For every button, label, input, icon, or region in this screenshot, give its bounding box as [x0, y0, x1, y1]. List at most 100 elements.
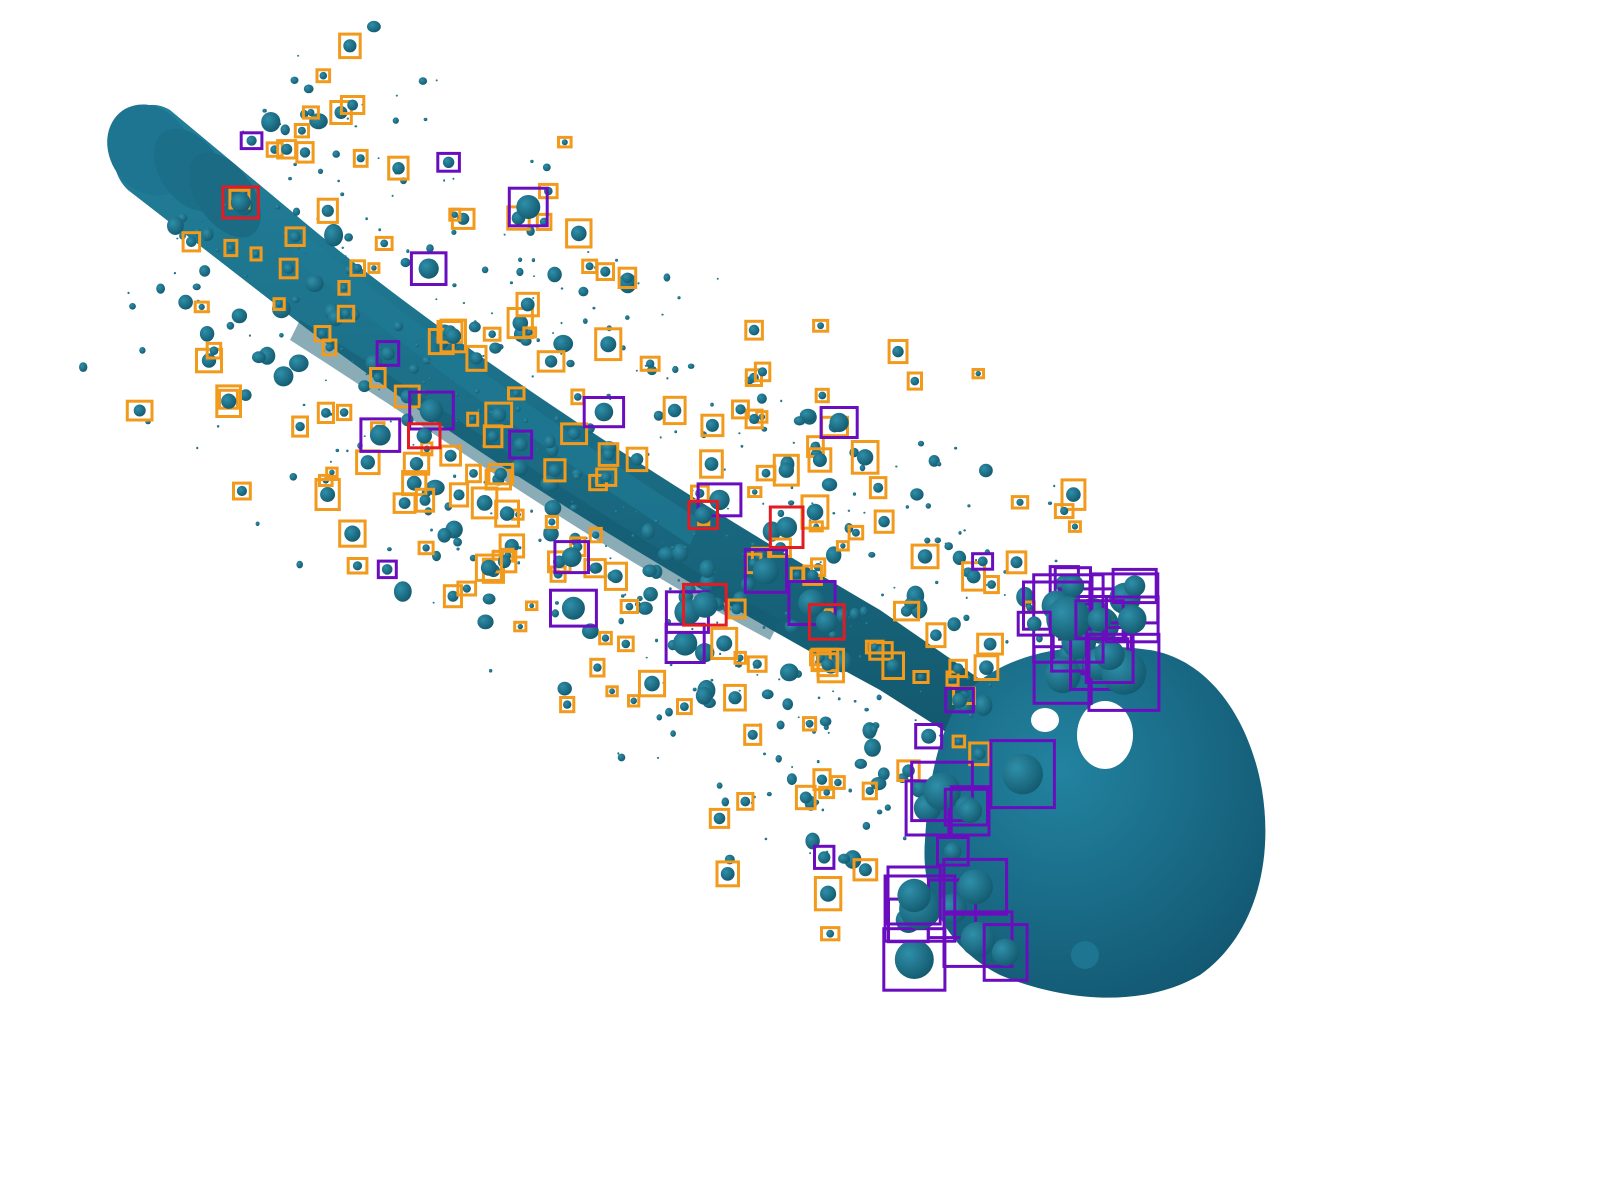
boxed-droplet [517, 623, 523, 630]
boxed-droplet [806, 503, 824, 521]
boxed-droplet [462, 584, 471, 593]
droplet-box [293, 123, 310, 139]
droplet [542, 163, 551, 172]
droplet [329, 460, 332, 463]
droplet [713, 571, 716, 574]
boxed-droplet [748, 324, 760, 336]
droplet-box [291, 415, 310, 438]
droplet [877, 767, 890, 781]
droplet [659, 436, 662, 439]
droplet-box [852, 858, 879, 882]
droplet [192, 283, 201, 291]
droplet [536, 338, 540, 343]
boxed-droplet [1060, 506, 1069, 516]
droplet [391, 194, 394, 197]
head-cavity [1077, 701, 1133, 769]
droplet [716, 277, 719, 280]
droplet [870, 725, 878, 734]
boxed-droplet [561, 139, 568, 146]
droplet [557, 681, 572, 696]
droplet [852, 492, 857, 496]
boxed-droplet [283, 263, 294, 274]
droplet [654, 519, 660, 524]
boxed-droplet [979, 660, 994, 675]
droplet [451, 229, 457, 235]
boxed-droplet [340, 284, 348, 292]
droplet [79, 362, 88, 372]
droplet [821, 478, 838, 492]
droplet-box [802, 716, 818, 732]
boxed-droplet [983, 637, 997, 651]
droplet [452, 177, 455, 180]
droplet [658, 547, 675, 562]
boxed-droplet [409, 457, 424, 471]
boxed-droplet [297, 126, 306, 135]
droplet-box [887, 339, 909, 365]
droplet [127, 291, 130, 295]
boxed-droplet [799, 791, 812, 804]
droplet-box [598, 630, 613, 646]
boxed-droplet [955, 738, 963, 745]
droplet [482, 354, 485, 357]
droplet [791, 766, 794, 768]
boxed-droplet [716, 635, 733, 652]
boxed-droplet [793, 570, 801, 579]
droplet-box [195, 347, 223, 374]
ligament-box [696, 482, 743, 518]
droplet [289, 354, 309, 373]
droplet-box [744, 368, 763, 387]
droplet [692, 687, 697, 692]
droplet [853, 699, 857, 703]
droplet [742, 553, 744, 556]
droplet [637, 282, 640, 285]
droplet [809, 852, 812, 855]
droplet-box [835, 540, 850, 552]
droplet [243, 274, 248, 278]
droplet [422, 380, 426, 384]
ligament-box [943, 787, 989, 827]
droplet [530, 509, 533, 513]
droplet [738, 689, 741, 692]
droplet-box [346, 557, 369, 575]
droplet [531, 258, 536, 263]
droplet-box [439, 444, 462, 467]
boxed-droplet [987, 580, 996, 589]
ligament-box [942, 910, 1014, 968]
droplet-box [715, 860, 740, 888]
boxed-droplet [977, 556, 988, 567]
droplet-box [314, 478, 341, 511]
droplet-box [339, 95, 366, 115]
highlight-box [687, 499, 720, 531]
droplet [167, 216, 184, 235]
droplet [849, 607, 860, 620]
droplet [176, 237, 179, 240]
boxed-droplet [625, 602, 634, 611]
droplet [392, 117, 399, 124]
droplet [817, 696, 821, 700]
droplet-box [753, 361, 772, 383]
boxed-droplet [319, 71, 328, 80]
droplet [412, 443, 415, 446]
droplet [468, 321, 481, 333]
droplet [738, 432, 741, 435]
ligament-box [982, 923, 1029, 982]
boxed-droplet [812, 453, 827, 467]
droplet [963, 529, 966, 532]
boxed-droplet [469, 469, 478, 478]
droplet-box [619, 599, 640, 614]
droplet-box [864, 639, 885, 655]
droplet-box [205, 341, 223, 360]
boxed-droplet [736, 654, 744, 662]
droplet [979, 463, 993, 478]
droplet [354, 125, 358, 128]
droplet [635, 510, 638, 513]
highlight-box [407, 422, 442, 450]
droplet [296, 560, 304, 569]
droplet [387, 547, 392, 552]
boxed-droplet [381, 564, 393, 575]
droplet [787, 500, 795, 506]
droplet [566, 359, 575, 368]
droplet [617, 753, 626, 762]
droplet-box [417, 540, 435, 556]
